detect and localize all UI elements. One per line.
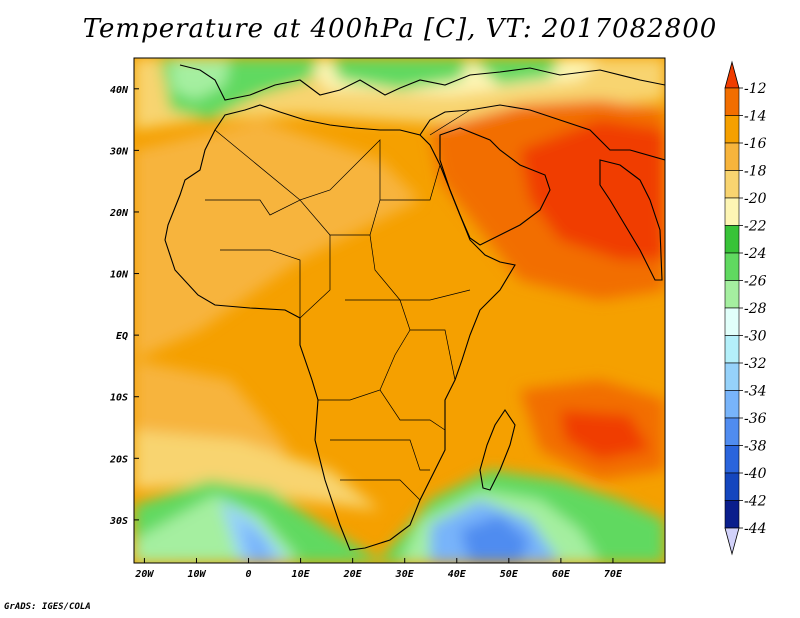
credit-label: GrADS: IGES/COLA (4, 602, 91, 612)
colorbar-swatch (724, 472, 740, 501)
colorbar-label: -22 (744, 219, 767, 235)
lon-tick-label: 40E (448, 569, 467, 580)
colorbar-swatch (724, 362, 740, 391)
lon-tick-label: 30E (395, 569, 415, 580)
colorbar-swatch (724, 417, 740, 446)
lat-tick-label: 10N (110, 270, 129, 281)
colorbar-label: -12 (744, 81, 767, 97)
lon-tick-label: 50E (500, 569, 519, 580)
colorbar-label: -28 (744, 301, 767, 317)
temperature-field (134, 58, 665, 563)
colorbar-swatch (724, 307, 740, 336)
colorbar-label: -16 (744, 136, 767, 152)
colorbar-label: -36 (744, 411, 767, 427)
colorbar-swatch (724, 500, 740, 529)
lat-tick-label: EQ (116, 331, 128, 342)
latitude-axis: 40N 30N 20N 10N EQ 10S 20S 30S (109, 85, 139, 527)
colorbar-label: -18 (744, 164, 767, 180)
lat-tick-label: 10S (110, 393, 128, 404)
colorbar-label: -42 (744, 494, 767, 510)
colorbar-swatch (724, 197, 740, 226)
arabia-coastline (439, 127, 551, 246)
lat-tick-label: 40N (110, 85, 129, 96)
colorbar-swatch (724, 115, 740, 144)
lon-tick-label: 20W (134, 569, 154, 580)
lon-tick-label: 10E (292, 569, 311, 580)
colorbar-swatch (724, 390, 740, 419)
colorbar-label: -34 (744, 384, 767, 400)
colorbar-swatch (724, 170, 740, 199)
colorbar-label: -24 (744, 246, 767, 262)
lat-tick-label: 30S (109, 516, 128, 527)
colorbar-swatch (724, 335, 740, 364)
colorbar: -12 -14 -16 -18 -20 -22 -24 -26 -28 -30 -32 -34 -36 -… (724, 60, 767, 556)
lat-tick-label: 30N (109, 146, 129, 157)
colorbar-swatch (724, 142, 740, 171)
lon-tick-label: 70E (604, 569, 623, 580)
colorbar-swatch (724, 225, 740, 254)
madagascar-coastline (479, 409, 516, 491)
lon-tick-label: 10W (187, 569, 206, 580)
colorbar-label: -26 (744, 274, 767, 290)
colorbar-swatch (724, 252, 740, 281)
europe-coastline (179, 64, 665, 101)
colorbar-label: -40 (744, 466, 767, 482)
lon-tick-label: 0 (246, 569, 252, 580)
colorbar-label: -14 (744, 109, 767, 125)
colorbar-bottom-cap (724, 527, 740, 556)
colorbar-swatch (724, 87, 740, 116)
india-coastline (599, 159, 663, 281)
lon-tick-label: 60E (552, 569, 571, 580)
lat-tick-label: 20N (109, 208, 129, 219)
africa-coastline (164, 104, 516, 551)
country-borders (205, 109, 471, 501)
map-title: Temperature at 400hPa [C], VT: 201708280… (82, 14, 718, 44)
colorbar-label: -38 (744, 439, 767, 455)
longitude-axis: 20W 10W 0 10E 20E 30E 40E 50E 60E 70E (134, 558, 623, 580)
colorbar-label: -44 (744, 521, 767, 537)
plot-frame (133, 57, 666, 564)
colorbar-swatch (724, 445, 740, 474)
lon-tick-label: 20E (343, 569, 363, 580)
lat-tick-label: 20S (109, 454, 128, 465)
colorbar-label: -20 (744, 191, 767, 207)
coastlines (164, 64, 665, 551)
middle-east-coast (419, 104, 665, 161)
colorbar-label: -32 (744, 356, 767, 372)
colorbar-swatch (724, 280, 740, 309)
colorbar-top-cap (724, 60, 740, 89)
colorbar-label: -30 (744, 329, 767, 345)
